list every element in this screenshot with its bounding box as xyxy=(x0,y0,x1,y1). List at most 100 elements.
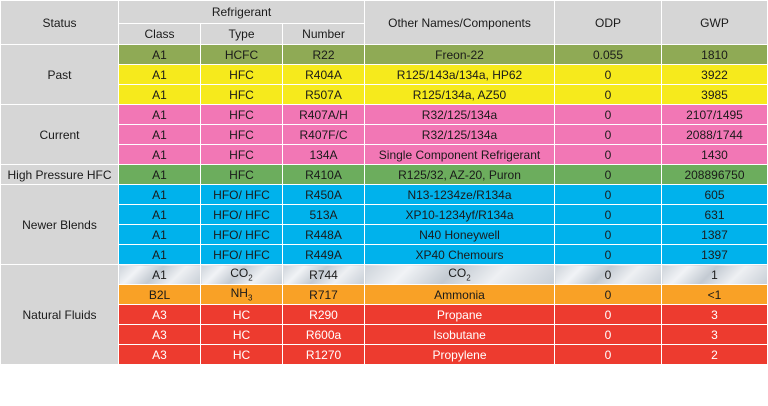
type-cell: HC xyxy=(200,344,283,365)
table-row: Current A1 HFC R407A/H R32/125/134a 0 2107/149… xyxy=(0,104,768,165)
other-names-cell: R32/125/134a xyxy=(364,124,555,145)
gwp-cell: 3985 xyxy=(661,84,768,105)
table-row: A1 HFO/ HFC 513A XP10-1234yf/R134a 0 631 xyxy=(1,204,768,225)
type-cell: HC xyxy=(200,304,283,325)
table-row: High Pressure HFC A1 HFC R410A R125/32, AZ-2… xyxy=(0,164,768,185)
type-cell: HFO/ HFC xyxy=(200,244,283,265)
type-header: Type xyxy=(200,23,283,45)
status-cell: Natural Fluids xyxy=(0,264,119,365)
gwp-header: GWP xyxy=(661,0,768,45)
class-cell: A1 xyxy=(118,64,201,85)
class-cell: A1 xyxy=(118,124,201,145)
gwp-cell: <1 xyxy=(661,284,768,305)
table-row: A1 HFC R507A R125/134a, AZ50 0 3985 xyxy=(1,84,768,105)
table-row: A3 HC R1270 Propylene 0 2 xyxy=(1,344,768,365)
number-cell: R407A/H xyxy=(282,104,365,125)
class-cell: A1 xyxy=(118,84,201,105)
gwp-cell: 631 xyxy=(661,204,768,225)
number-cell: R404A xyxy=(282,64,365,85)
odp-cell: 0 xyxy=(554,284,662,305)
gwp-cell: 1397 xyxy=(661,244,768,265)
number-cell: R600a xyxy=(282,324,365,345)
other-names-cell: Ammonia xyxy=(364,284,555,305)
gwp-cell: 1 xyxy=(661,264,768,285)
type-cell: HCFC xyxy=(200,44,283,65)
odp-cell: 0 xyxy=(554,224,662,245)
type-cell: HFC xyxy=(200,144,283,165)
number-cell: R290 xyxy=(282,304,365,325)
odp-header: ODP xyxy=(554,0,662,45)
type-cell: NH3 xyxy=(200,284,283,305)
other-names-cell: CO2 xyxy=(364,264,555,285)
class-cell: A1 xyxy=(118,244,201,265)
odp-cell: 0 xyxy=(554,344,662,365)
status-header: Status xyxy=(0,0,119,45)
number-cell: R450A xyxy=(282,184,365,205)
other-names-cell: XP10-1234yf/R134a xyxy=(364,204,555,225)
other-names-cell: Freon-22 xyxy=(364,44,555,65)
other-names-cell: R125/32, AZ-20, Puron xyxy=(364,164,555,185)
class-cell: A3 xyxy=(118,344,201,365)
other-names-cell: Propane xyxy=(364,304,555,325)
class-cell: A1 xyxy=(118,164,201,185)
type-cell: HFC xyxy=(200,64,283,85)
gwp-cell: 1430 xyxy=(661,144,768,165)
table-row: Natural Fluids A1 CO2 R744 CO2 0 1 xyxy=(0,264,768,365)
type-cell: HFO/ HFC xyxy=(200,224,283,245)
class-cell: A3 xyxy=(118,304,201,325)
number-cell: R717 xyxy=(282,284,365,305)
odp-cell: 0.055 xyxy=(554,44,662,65)
odp-cell: 0 xyxy=(554,324,662,345)
gwp-cell: 2 xyxy=(661,344,768,365)
type-cell: HC xyxy=(200,324,283,345)
number-cell: 513A xyxy=(282,204,365,225)
odp-cell: 0 xyxy=(554,264,662,285)
type-cell: HFC xyxy=(200,164,283,185)
number-cell: R448A xyxy=(282,224,365,245)
number-cell: R22 xyxy=(282,44,365,65)
number-cell: R507A xyxy=(282,84,365,105)
gwp-cell: 2107/1495 xyxy=(661,104,768,125)
type-cell: CO2 xyxy=(200,264,283,285)
table-row: Newer Blends A1 HFO/ HFC R450A N13-1234ze/R1… xyxy=(0,184,768,265)
table-row: B2L NH3 R717 Ammonia 0 <1 xyxy=(1,284,768,305)
class-cell: A3 xyxy=(118,324,201,345)
class-cell: A1 xyxy=(118,144,201,165)
status-cell: Newer Blends xyxy=(0,184,119,265)
type-cell: HFC xyxy=(200,84,283,105)
type-cell: HFO/ HFC xyxy=(200,204,283,225)
status-cell: Current xyxy=(0,104,119,165)
number-cell: R407F/C xyxy=(282,124,365,145)
refrigerant-table: Status Refrigerant Other Names/Component… xyxy=(0,0,768,365)
other-names-cell: N13-1234ze/R134a xyxy=(364,184,555,205)
class-header: Class xyxy=(118,23,201,45)
table-row: A3 HC R290 Propane 0 3 xyxy=(1,304,768,325)
other-names-cell: R125/134a, AZ50 xyxy=(364,84,555,105)
number-cell: 134A xyxy=(282,144,365,165)
odp-cell: 0 xyxy=(554,124,662,145)
gwp-cell: 3 xyxy=(661,304,768,325)
status-cell: High Pressure HFC xyxy=(0,164,119,185)
other-names-cell: Single Component Refrigerant xyxy=(364,144,555,165)
type-cell: HFC xyxy=(200,124,283,145)
class-cell: A1 xyxy=(118,204,201,225)
number-cell: R410A xyxy=(282,164,365,185)
odp-cell: 0 xyxy=(554,104,662,125)
table-row: A3 HC R600a Isobutane 0 3 xyxy=(1,324,768,345)
other-names-header: Other Names/Components xyxy=(364,0,555,45)
class-cell: A1 xyxy=(118,224,201,245)
gwp-cell: 1387 xyxy=(661,224,768,245)
odp-cell: 0 xyxy=(554,84,662,105)
odp-cell: 0 xyxy=(554,244,662,265)
other-names-cell: N40 Honeywell xyxy=(364,224,555,245)
gwp-cell: 605 xyxy=(661,184,768,205)
number-cell: R744 xyxy=(282,264,365,285)
number-cell: R449A xyxy=(282,244,365,265)
type-cell: HFC xyxy=(200,104,283,125)
status-cell: Past xyxy=(0,44,119,105)
table-row: Past A1 HCFC R22 Freon-22 0.055 1810 xyxy=(0,44,768,105)
other-names-cell: Propylene xyxy=(364,344,555,365)
odp-cell: 0 xyxy=(554,184,662,205)
gwp-cell: 1810 xyxy=(661,44,768,65)
odp-cell: 0 xyxy=(554,64,662,85)
